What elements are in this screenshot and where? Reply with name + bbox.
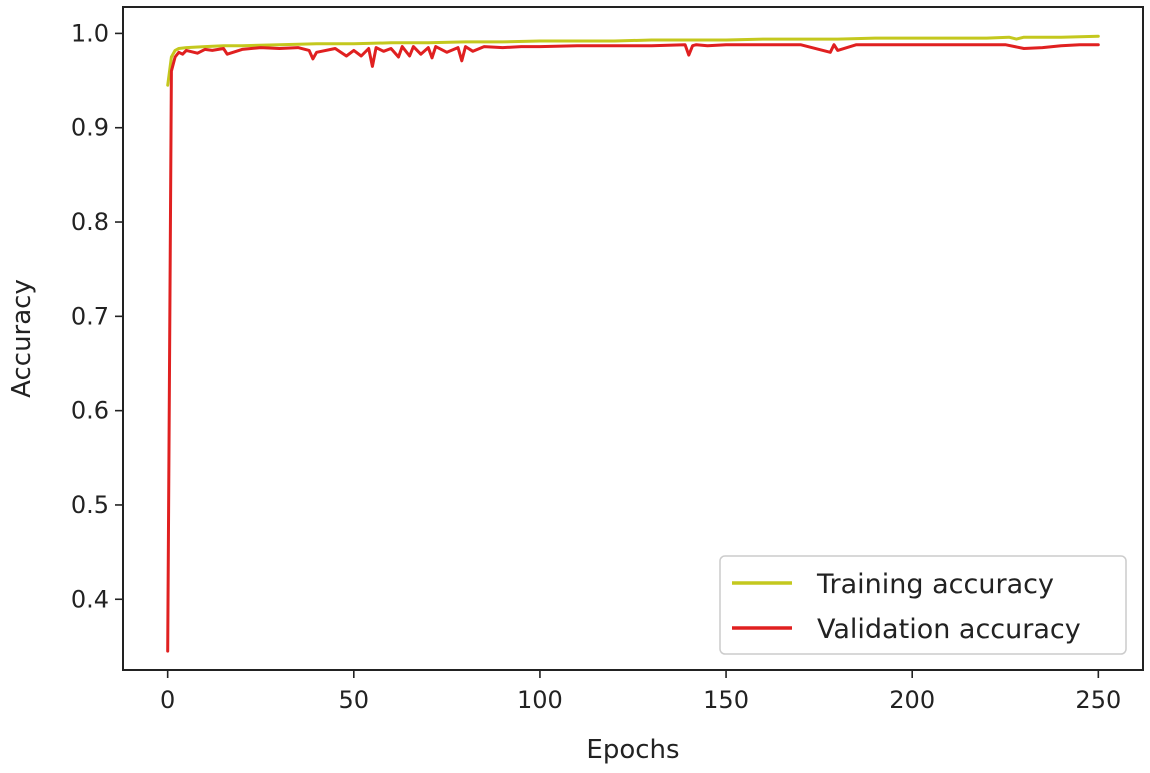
legend-box [719, 555, 1127, 655]
y-tick-label: 0.7 [71, 302, 109, 330]
legend: Training accuracy Validation accuracy [719, 555, 1127, 655]
x-tick-label: 100 [517, 686, 563, 714]
legend-label: Validation accuracy [817, 614, 1081, 645]
y-tick-label: 0.8 [71, 208, 109, 236]
x-tick-label: 0 [160, 686, 175, 714]
series-line-validation-accuracy [166, 43, 1100, 653]
x-tick-label: 200 [889, 686, 935, 714]
y-axis: 0.4 0.5 0.6 0.7 0.8 0.9 1.0 [71, 19, 123, 613]
x-tick-label: 50 [339, 686, 370, 714]
series-line-training-accuracy [166, 34, 1100, 87]
x-tick-label: 250 [1075, 686, 1121, 714]
y-tick-label: 0.5 [71, 491, 109, 519]
x-axis: 0 50 100 150 200 250 [160, 670, 1121, 714]
y-tick-label: 0.4 [71, 585, 109, 613]
x-axis-title: Epochs [586, 735, 679, 765]
y-tick-label: 0.9 [71, 114, 109, 142]
plot-frame [122, 6, 1144, 671]
legend-label: Training accuracy [816, 569, 1054, 600]
y-tick-label: 1.0 [71, 19, 109, 47]
x-tick-label: 150 [703, 686, 749, 714]
series-layer [166, 34, 1100, 653]
y-axis-title: Accuracy [7, 279, 37, 398]
y-tick-label: 0.6 [71, 397, 109, 425]
